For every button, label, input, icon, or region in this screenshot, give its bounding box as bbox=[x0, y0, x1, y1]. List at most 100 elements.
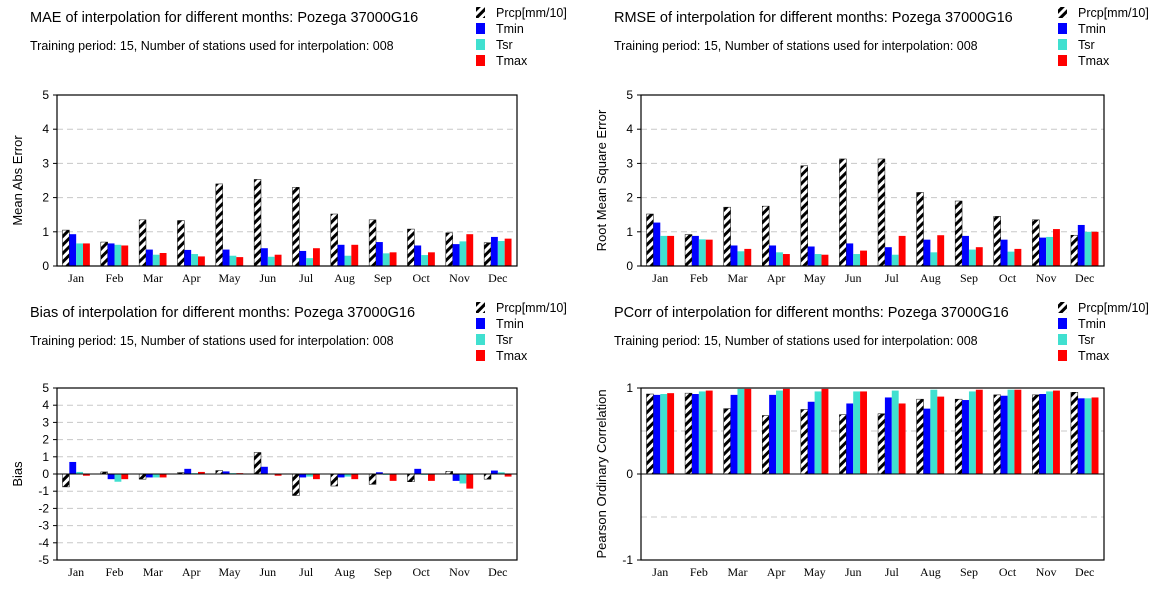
mae-chart-svg: MAE of interpolation for different month… bbox=[10, 6, 567, 285]
bar-tsr-nov bbox=[459, 241, 467, 266]
bar-tmax-sep bbox=[975, 247, 983, 266]
bar-tsr-sep bbox=[968, 391, 976, 474]
bar-tmax-aug bbox=[937, 235, 945, 266]
bar-tmin-oct bbox=[414, 468, 422, 474]
bar-prcp-jul bbox=[292, 187, 300, 267]
bar-prcp-sep bbox=[954, 200, 963, 267]
bar-tmax-dec bbox=[1091, 231, 1099, 266]
bar-prcp-mar bbox=[723, 408, 731, 475]
bar-tsr-jul bbox=[891, 254, 899, 266]
bar-tmax-sep bbox=[975, 389, 983, 474]
bar-tmin-jul bbox=[299, 250, 307, 266]
x-tick-label: Nov bbox=[1036, 271, 1057, 285]
bar-prcp-jul bbox=[877, 413, 886, 475]
bar-prcp-oct bbox=[407, 473, 415, 482]
bar-tmin-mar bbox=[145, 249, 153, 266]
x-tick-label: Apr bbox=[767, 271, 786, 285]
bar-prcp-aug bbox=[330, 213, 338, 267]
legend-label-tmin: Tmin bbox=[496, 22, 524, 36]
bar-tmin-mar bbox=[145, 474, 153, 478]
legend-label-tsr: Tsr bbox=[1078, 38, 1095, 52]
bar-tmax-feb bbox=[121, 245, 129, 266]
legend-label-tmin: Tmin bbox=[1078, 22, 1106, 36]
x-tick-label: Oct bbox=[999, 271, 1017, 285]
x-tick-label: Jul bbox=[299, 565, 314, 579]
mae-chart-panel: MAE of interpolation for different month… bbox=[0, 0, 584, 295]
legend-swatch-tmax bbox=[476, 350, 485, 361]
bar-tsr-mar bbox=[737, 388, 745, 474]
bar-tmin-sep bbox=[375, 242, 383, 266]
bar-tmax-sep bbox=[389, 252, 397, 266]
bar-tmin-oct bbox=[414, 245, 422, 266]
bar-tmin-feb bbox=[107, 474, 115, 480]
rmse-chart-svg: RMSE of interpolation for different mont… bbox=[594, 6, 1149, 285]
bar-tsr-mar bbox=[152, 474, 160, 478]
y-tick-label: 3 bbox=[42, 415, 49, 429]
bar-tmin-nov bbox=[1039, 237, 1047, 266]
x-tick-label: Jan bbox=[652, 565, 668, 579]
bar-tmax-feb bbox=[705, 239, 713, 266]
bar-prcp-sep bbox=[954, 398, 963, 475]
bar-tmax-jun bbox=[860, 391, 867, 474]
bar-tmax-aug bbox=[937, 396, 945, 474]
x-tick-label: Feb bbox=[106, 271, 124, 285]
x-tick-label: Dec bbox=[1075, 565, 1094, 579]
chart-title: MAE of interpolation for different month… bbox=[30, 10, 418, 26]
y-tick-label: 1 bbox=[42, 225, 49, 239]
bar-tmin-dec bbox=[490, 470, 498, 474]
bias-chart-panel: Bias of interpolation for different mont… bbox=[0, 295, 584, 589]
legend-swatch-tsr bbox=[476, 334, 485, 345]
bar-tmin-dec bbox=[1077, 224, 1085, 266]
bar-prcp-mar bbox=[138, 473, 147, 480]
y-axis-label: Root Mean Square Error bbox=[594, 109, 609, 251]
chart-subtitle: Training period: 15, Number of stations … bbox=[30, 334, 394, 348]
bar-tsr-apr bbox=[776, 252, 783, 266]
bar-prcp-jan bbox=[62, 229, 70, 267]
bar-tmin-jul bbox=[299, 474, 307, 478]
bar-tmax-jul bbox=[313, 248, 320, 266]
bar-prcp-jan bbox=[646, 213, 654, 267]
bar-tmax-oct bbox=[1014, 248, 1022, 266]
legend-swatch-tsr bbox=[1058, 39, 1067, 50]
bar-tmin-oct bbox=[1000, 239, 1008, 266]
bar-tsr-nov bbox=[1046, 391, 1054, 474]
x-tick-label: Jul bbox=[885, 565, 900, 579]
x-tick-label: Jun bbox=[259, 271, 276, 285]
chart-subtitle: Training period: 15, Number of stations … bbox=[614, 39, 978, 53]
bar-tmax-apr bbox=[198, 471, 205, 474]
bar-tmax-may bbox=[236, 257, 244, 266]
legend-label-tmin: Tmin bbox=[1078, 317, 1106, 331]
bar-tmin-apr bbox=[184, 249, 192, 266]
bar-tmin-nov bbox=[1039, 394, 1047, 474]
x-tick-label: Nov bbox=[449, 271, 470, 285]
x-tick-label: May bbox=[804, 271, 826, 285]
x-tick-label: Aug bbox=[334, 271, 355, 285]
bias-chart-svg: Bias of interpolation for different mont… bbox=[10, 301, 567, 579]
bar-tmax-jan bbox=[667, 235, 675, 266]
x-tick-label: Feb bbox=[690, 565, 708, 579]
x-tick-label: Feb bbox=[690, 271, 708, 285]
x-tick-label: Jun bbox=[845, 565, 862, 579]
y-tick-label: 2 bbox=[42, 433, 49, 447]
x-tick-label: Jan bbox=[68, 271, 84, 285]
x-tick-label: Mar bbox=[727, 565, 747, 579]
bar-tsr-jan bbox=[660, 235, 668, 266]
legend-label-prcp: Prcp[mm/10] bbox=[496, 301, 567, 315]
bar-tsr-jun bbox=[853, 391, 861, 474]
x-tick-label: Nov bbox=[449, 565, 470, 579]
bar-tmin-mar bbox=[730, 394, 738, 474]
legend-label-tsr: Tsr bbox=[1078, 333, 1095, 347]
bar-tsr-aug bbox=[930, 389, 938, 474]
bar-tmin-jul bbox=[884, 247, 892, 266]
bar-tsr-nov bbox=[1046, 236, 1054, 266]
bar-tsr-apr bbox=[776, 390, 783, 474]
bar-tmax-sep bbox=[389, 474, 397, 481]
y-tick-label: -2 bbox=[38, 501, 49, 515]
bar-tsr-oct bbox=[421, 255, 429, 266]
x-tick-label: Sep bbox=[960, 271, 978, 285]
x-tick-label: Oct bbox=[413, 565, 431, 579]
x-tick-label: Jan bbox=[68, 565, 84, 579]
bar-tmin-apr bbox=[769, 245, 777, 266]
bar-tsr-apr bbox=[191, 254, 199, 266]
bar-tmax-jul bbox=[898, 235, 906, 266]
